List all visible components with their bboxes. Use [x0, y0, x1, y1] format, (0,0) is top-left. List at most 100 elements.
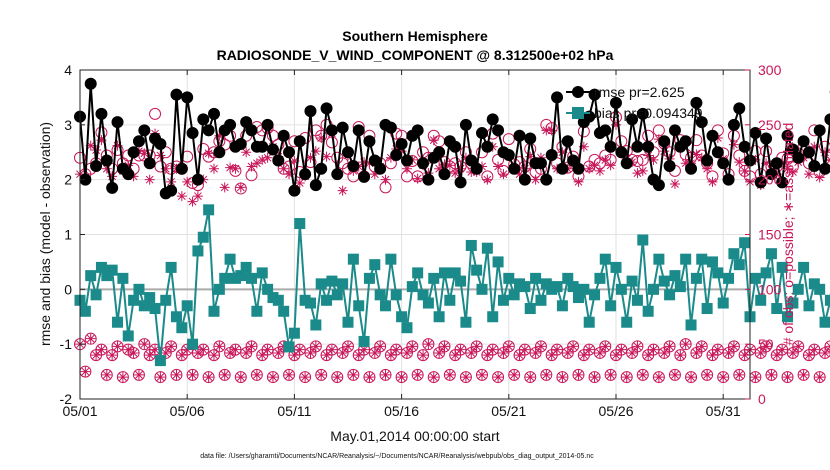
assimilated-obs-marker	[107, 350, 118, 361]
legend-bias-marker	[572, 107, 584, 119]
rmse-series-marker	[802, 146, 815, 159]
bias-series-marker	[824, 294, 830, 306]
bias-series-marker	[787, 297, 799, 309]
possible-obs-marker	[116, 371, 129, 384]
rmse-series-marker	[813, 124, 826, 137]
assimilated-obs-marker	[235, 182, 246, 193]
assimilated-obs-marker	[761, 341, 772, 352]
rmse-series-marker	[181, 91, 194, 104]
assimilated-obs-marker	[144, 174, 155, 185]
assimilated-obs-marker	[310, 341, 321, 352]
possible-obs-marker	[668, 368, 681, 381]
possible-obs-marker	[186, 368, 199, 381]
bias-series-marker	[321, 294, 333, 306]
assimilated-obs-marker	[643, 350, 654, 361]
assimilated-obs-marker	[214, 341, 225, 352]
possible-obs-marker	[534, 340, 547, 353]
bias-series-marker	[567, 281, 579, 293]
rmse-series-marker	[240, 116, 253, 129]
assimilated-obs-marker	[187, 196, 198, 207]
bias-series-marker	[551, 281, 563, 293]
possible-obs-marker	[808, 343, 821, 356]
possible-obs-marker	[695, 340, 708, 353]
assimilated-obs-marker	[578, 350, 589, 361]
possible-obs-marker	[309, 340, 322, 353]
assimilated-obs-marker	[712, 344, 723, 355]
bias-series-marker	[203, 204, 215, 216]
bias-series-marker	[530, 272, 542, 284]
assimilated-obs-marker	[782, 372, 793, 383]
possible-obs-marker	[824, 340, 830, 353]
assimilated-obs-marker	[471, 341, 482, 352]
bias-series-marker	[626, 275, 638, 287]
possible-obs-marker	[524, 371, 537, 384]
assimilated-obs-marker	[209, 350, 219, 361]
bias-series-marker	[723, 272, 735, 284]
assimilated-obs-marker	[128, 347, 139, 358]
bias-series-marker	[476, 283, 488, 295]
bias-series-marker	[455, 275, 467, 287]
assimilated-obs-marker	[691, 347, 702, 358]
rmse-series-marker	[733, 102, 746, 115]
assimilated-obs-marker	[407, 341, 418, 352]
y-tick-label: 3	[64, 117, 72, 133]
assimilated-obs-marker	[385, 152, 396, 163]
assimilated-obs-marker	[310, 146, 321, 157]
assimilated-obs-marker	[123, 160, 134, 171]
bias-series-marker	[760, 267, 772, 279]
rmse-series-marker	[342, 146, 354, 159]
assimilated-obs-marker	[380, 174, 391, 185]
y2-tick-label: 50	[758, 336, 774, 352]
bias-series-marker	[315, 278, 327, 290]
possible-obs-marker	[551, 343, 564, 356]
assimilated-obs-marker	[305, 152, 316, 163]
bias-series-marker	[401, 322, 413, 334]
bias-series-marker	[353, 300, 365, 312]
possible-obs-marker	[170, 368, 183, 381]
bias-series-marker	[438, 267, 450, 279]
rmse-series-marker	[277, 129, 290, 142]
rmse-series-marker	[786, 143, 799, 156]
assimilated-obs-marker	[750, 372, 761, 383]
rmse-series-marker	[122, 168, 135, 181]
rmse-series-marker	[390, 148, 403, 161]
assimilated-obs-marker	[139, 148, 150, 159]
assimilated-obs-marker	[332, 372, 343, 383]
y-tick-label: -1	[60, 336, 73, 352]
assimilated-obs-marker	[139, 339, 150, 350]
assimilated-obs-marker	[262, 152, 273, 163]
rmse-series-marker	[797, 135, 810, 148]
assimilated-obs-marker	[809, 141, 820, 152]
assimilated-obs-marker	[739, 350, 750, 361]
assimilated-obs-marker	[707, 350, 718, 361]
y-axis-right: 0 50 100 150 200 250 300	[745, 62, 782, 407]
bias-series-marker	[669, 270, 681, 282]
bias-series-marker	[680, 253, 692, 265]
bias-series-line	[79, 209, 830, 361]
possible-obs-marker	[733, 368, 746, 381]
chart-title: Southern Hemisphere	[342, 28, 488, 44]
assimilated-obs-marker	[664, 341, 675, 352]
bias-series-marker	[390, 289, 402, 301]
bias-series-marker	[149, 303, 161, 315]
rmse-series-line	[79, 83, 830, 195]
assimilated-obs-marker	[348, 369, 359, 380]
assimilated-obs-marker	[734, 157, 745, 168]
possible-obs-marker	[556, 371, 569, 384]
possible-obs-marker	[459, 371, 472, 384]
possible-obs-marker	[213, 340, 226, 353]
assimilated-obs-marker	[519, 344, 530, 355]
assimilated-obs-marker	[621, 372, 632, 383]
rmse-series-marker	[588, 88, 601, 101]
possible-obs-marker	[234, 371, 247, 384]
rmse-series-marker	[208, 107, 220, 120]
assimilated-obs-marker	[423, 339, 434, 350]
bias-series-marker	[170, 311, 182, 323]
rmse-series-marker	[288, 184, 301, 197]
assimilated-obs-marker	[611, 119, 621, 130]
assimilated-obs-marker	[702, 369, 713, 380]
rmse-series-marker	[422, 173, 435, 186]
rmse-series-marker	[524, 132, 537, 145]
legend-bias-label: bias pr=0.094349	[594, 105, 703, 121]
bias-series-marker	[594, 272, 606, 284]
